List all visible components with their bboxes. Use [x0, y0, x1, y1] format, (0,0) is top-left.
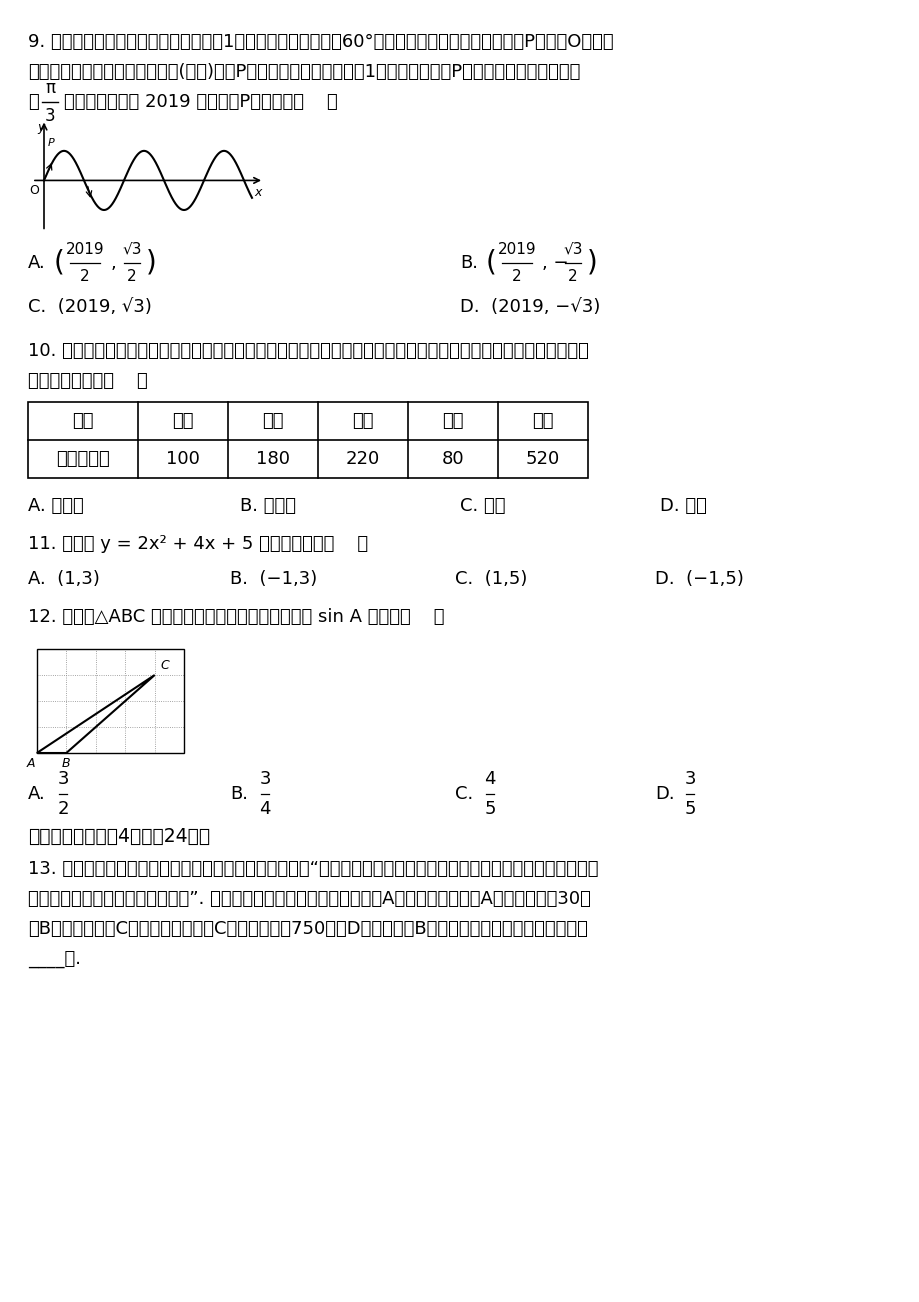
- Text: 11. 抛物线 y = 2x² + 4x + 5 的顶点坐标为（    ）: 11. 抛物线 y = 2x² + 4x + 5 的顶点坐标为（ ）: [28, 535, 368, 553]
- Text: A: A: [27, 756, 35, 769]
- Text: 象的统计知识是（    ）: 象的统计知识是（ ）: [28, 372, 148, 391]
- Text: D. 方差: D. 方差: [659, 497, 706, 516]
- Text: , −: , −: [541, 254, 568, 272]
- Text: (: (: [485, 249, 496, 277]
- Text: 白色: 白色: [352, 411, 373, 430]
- Text: A.: A.: [28, 785, 46, 803]
- Text: √3: √3: [122, 242, 142, 256]
- Text: 二、填空题（每题4分，共24分）: 二、填空题（每题4分，共24分）: [28, 827, 210, 845]
- Text: 100: 100: [166, 450, 199, 467]
- Text: C.  (1,5): C. (1,5): [455, 570, 527, 589]
- Text: 秒: 秒: [28, 92, 39, 111]
- Text: 5: 5: [483, 801, 495, 819]
- Text: 2: 2: [127, 270, 137, 284]
- Text: 黄色: 黄色: [172, 411, 194, 430]
- Bar: [28, 402, 587, 478]
- Text: 数量（件）: 数量（件）: [56, 450, 109, 467]
- Text: B.  (−1,3): B. (−1,3): [230, 570, 317, 589]
- Text: 2: 2: [57, 801, 69, 819]
- Text: C.  (2019, √3): C. (2019, √3): [28, 298, 152, 316]
- Text: D.: D.: [654, 785, 674, 803]
- Text: B: B: [62, 756, 71, 769]
- Text: B.: B.: [460, 254, 478, 272]
- Text: 3: 3: [57, 769, 69, 788]
- Text: 颜色: 颜色: [73, 411, 94, 430]
- Text: x: x: [254, 186, 261, 199]
- Text: 80: 80: [441, 450, 464, 467]
- Text: 9. 在平面直角坐标系中，若干个半径为1的单位长度，圆心角为60°的扇形组成一条连续的曲线，点P从原点O出发，: 9. 在平面直角坐标系中，若干个半径为1的单位长度，圆心角为60°的扇形组成一条…: [28, 33, 613, 51]
- Text: 绿色: 绿色: [262, 411, 283, 430]
- Bar: [37, 648, 184, 753]
- Text: D.  (−1,5): D. (−1,5): [654, 570, 743, 589]
- Text: P: P: [48, 138, 54, 148]
- Text: 到B处有一棵木，C为西门中点，从点C往正西方向走750步到D处正好看到B处的树木，则正方形城池的边长为: 到B处有一棵木，C为西门中点，从点C往正西方向走750步到D处正好看到B处的树木…: [28, 921, 587, 937]
- Text: (: (: [54, 249, 64, 277]
- Text: C: C: [160, 659, 168, 672]
- Text: 3: 3: [45, 107, 55, 125]
- Text: π: π: [45, 79, 55, 98]
- Text: 5: 5: [684, 801, 695, 819]
- Text: C. 众数: C. 众数: [460, 497, 505, 516]
- Text: 2: 2: [80, 270, 90, 284]
- Text: ): ): [586, 249, 597, 277]
- Text: 七百五十步见木，问：邑方几何？”. 其大意是：如图，一座正方形城池，A为北门中点，从点A往正北方向走30步: 七百五十步见木，问：邑方几何？”. 其大意是：如图，一座正方形城池，A为北门中点…: [28, 891, 590, 907]
- Text: 13. 我国古代数学著作《九章算术》中记载了一个问题：“今有邑方不知大小，各开中门，出北门三十步有木，出西门: 13. 我国古代数学著作《九章算术》中记载了一个问题：“今有邑方不知大小，各开中…: [28, 861, 598, 878]
- Text: D.  (2019, −√3): D. (2019, −√3): [460, 298, 600, 316]
- Text: 2: 2: [512, 270, 521, 284]
- Text: A.: A.: [28, 254, 46, 272]
- Text: ____步.: ____步.: [28, 950, 81, 967]
- Text: 12. 如图，△ABC 的顶点都在方格纸的格点上，那么 sin A 的値为（    ）: 12. 如图，△ABC 的顶点都在方格纸的格点上，那么 sin A 的値为（ ）: [28, 608, 444, 626]
- Text: A.  (1,3): A. (1,3): [28, 570, 100, 589]
- Text: y: y: [37, 121, 44, 134]
- Text: 180: 180: [255, 450, 289, 467]
- Text: 2019: 2019: [65, 242, 104, 256]
- Text: B. 中位数: B. 中位数: [240, 497, 296, 516]
- Text: 4: 4: [259, 801, 270, 819]
- Text: 个单位长度，则 2019 秒时，点P的坐标是（    ）: 个单位长度，则 2019 秒时，点P的坐标是（ ）: [64, 92, 337, 111]
- Text: 紫色: 紫色: [442, 411, 463, 430]
- Text: A. 平均数: A. 平均数: [28, 497, 84, 516]
- Text: √3: √3: [562, 242, 582, 256]
- Text: 向右沿这条曲线做上下起伏运动(如图)，点P在直线上运动的速度为每1个单位长度，点P在弧线上运动的速度为每: 向右沿这条曲线做上下起伏运动(如图)，点P在直线上运动的速度为每1个单位长度，点…: [28, 62, 580, 81]
- Text: 2019: 2019: [497, 242, 536, 256]
- Text: C.: C.: [455, 785, 472, 803]
- Text: 3: 3: [259, 769, 270, 788]
- Text: 2: 2: [568, 270, 577, 284]
- Text: ,: ,: [111, 254, 117, 272]
- Text: 3: 3: [684, 769, 695, 788]
- Text: 10. 某商场对上周女装的销售情况进行了统计，如下表，经理决定本周进女装时多进一些红色的，可用来解释这一现: 10. 某商场对上周女装的销售情况进行了统计，如下表，经理决定本周进女装时多进一…: [28, 342, 588, 359]
- Text: ): ): [146, 249, 156, 277]
- Text: 520: 520: [526, 450, 560, 467]
- Text: B.: B.: [230, 785, 248, 803]
- Text: 4: 4: [483, 769, 495, 788]
- Text: O: O: [29, 185, 39, 198]
- Text: 红色: 红色: [532, 411, 553, 430]
- Text: 220: 220: [346, 450, 380, 467]
